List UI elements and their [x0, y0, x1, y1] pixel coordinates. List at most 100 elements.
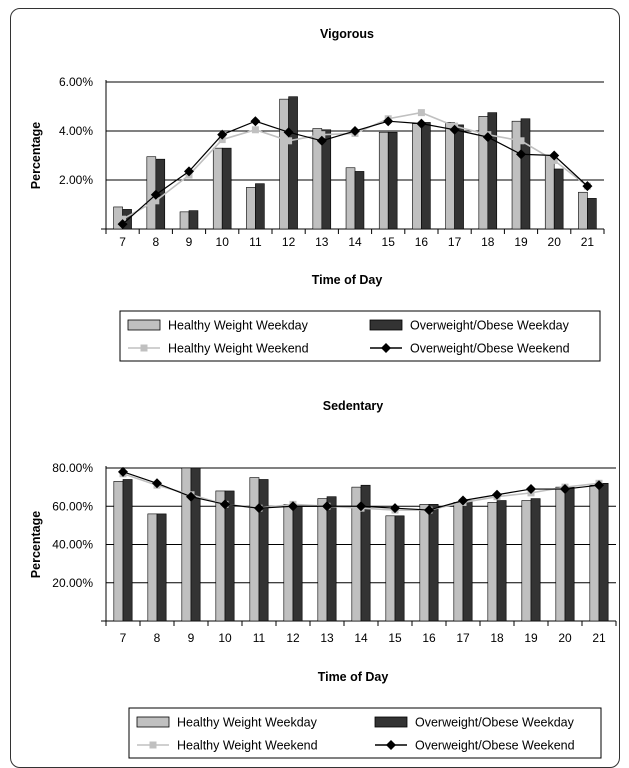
y-tick-label: 6.00%	[59, 75, 93, 89]
data-point	[117, 219, 128, 230]
x-tick-label: 20	[558, 631, 572, 645]
x-tick-label: 17	[456, 631, 470, 645]
data-point	[594, 480, 604, 491]
bar	[190, 467, 201, 622]
x-tick-label: 18	[481, 235, 495, 249]
legend-marker	[381, 343, 391, 353]
legend-swatch	[369, 319, 403, 331]
data-point	[582, 181, 593, 192]
y-tick-label: 40.00%	[52, 538, 93, 552]
bar	[354, 171, 365, 230]
bar	[487, 502, 498, 622]
legend-box	[128, 707, 602, 759]
x-tick-label: 11	[253, 631, 266, 645]
x-tick-label: 9	[188, 631, 195, 645]
x-tick-label: 16	[422, 631, 436, 645]
bar	[221, 147, 232, 230]
bar	[288, 96, 298, 230]
bar	[255, 183, 265, 230]
bar	[412, 123, 422, 230]
x-tick-label: 21	[581, 235, 595, 249]
data-point	[217, 129, 228, 140]
data-point	[285, 137, 293, 145]
bar	[188, 210, 199, 230]
bar	[387, 131, 398, 230]
bar	[564, 486, 575, 622]
legend-label: Healthy Weight Weekday	[168, 319, 309, 333]
data-point	[458, 495, 468, 506]
legend-swatch	[136, 716, 170, 728]
bar	[215, 490, 226, 622]
bar	[181, 467, 192, 622]
data-point	[383, 116, 394, 127]
x-tick-label: 14	[348, 235, 362, 249]
legend-label: Healthy Weight Weekend	[168, 342, 309, 356]
legend-swatch	[127, 319, 161, 331]
x-tick-label: 13	[320, 631, 334, 645]
x-tick-label: 12	[282, 235, 296, 249]
legend-swatch	[374, 716, 408, 728]
bar	[113, 481, 124, 622]
legend-label: Healthy Weight Weekday	[177, 716, 318, 730]
bar	[487, 112, 498, 230]
data-point	[316, 135, 327, 146]
data-point	[417, 109, 425, 117]
bar	[496, 500, 507, 622]
chart-title: Sedentary	[323, 399, 383, 413]
legend: Healthy Weight Weekday Overweight/Obese W…	[128, 707, 602, 759]
legend-label: Overweight/Obese Weekend	[415, 739, 575, 753]
legend: Healthy Weight Weekday Overweight/Obese W…	[119, 310, 601, 362]
y-tick-label: 80.00%	[52, 461, 93, 475]
chart-1: Vigorous 2.00% 4.00% 6.00% 7 8 9 10 11 12 13 14 15 16…	[29, 27, 605, 362]
bar	[224, 490, 235, 622]
y-axis-label: Percentage	[29, 122, 43, 189]
bar	[462, 500, 473, 622]
data-point	[516, 149, 526, 160]
bar	[147, 513, 158, 622]
bar	[587, 198, 597, 230]
bar	[421, 122, 431, 230]
data-point	[283, 127, 294, 138]
x-tick-label: 8	[154, 631, 161, 645]
bar	[385, 515, 396, 622]
x-tick-label: 13	[315, 235, 329, 249]
bar	[578, 191, 588, 230]
x-tick-label: 21	[592, 631, 606, 645]
bar	[544, 155, 555, 230]
data-point	[152, 197, 160, 205]
bar	[445, 122, 455, 230]
x-axis-label: Time of Day	[318, 670, 389, 684]
x-tick-label: 9	[186, 235, 193, 249]
x-tick-label: 16	[415, 235, 429, 249]
bar	[246, 187, 256, 230]
data-point	[254, 503, 264, 514]
y-tick-label: 4.00%	[59, 124, 93, 138]
data-point	[318, 131, 326, 139]
data-point	[424, 505, 434, 516]
x-tick-label: 19	[524, 631, 538, 645]
bar	[258, 479, 269, 622]
x-tick-label: 12	[286, 631, 300, 645]
x-tick-label: 10	[216, 235, 230, 249]
data-point	[517, 137, 525, 145]
bar	[530, 498, 541, 622]
bar	[179, 211, 190, 230]
bar	[321, 129, 332, 230]
x-tick-label: 15	[388, 631, 402, 645]
legend-label: Healthy Weight Weekend	[177, 739, 318, 753]
data-point	[482, 132, 493, 143]
legend-marker	[149, 741, 157, 749]
data-point	[390, 503, 400, 514]
bar	[326, 496, 337, 622]
data-point	[152, 478, 162, 489]
bar	[555, 486, 566, 622]
legend-box	[119, 310, 601, 362]
legend-label: Overweight/Obese Weekend	[410, 342, 570, 356]
bar	[394, 515, 405, 622]
data-point	[288, 501, 298, 512]
bar	[453, 502, 464, 622]
bar	[419, 504, 430, 622]
data-point	[250, 116, 261, 127]
data-point	[549, 150, 560, 161]
x-tick-label: 14	[354, 631, 368, 645]
